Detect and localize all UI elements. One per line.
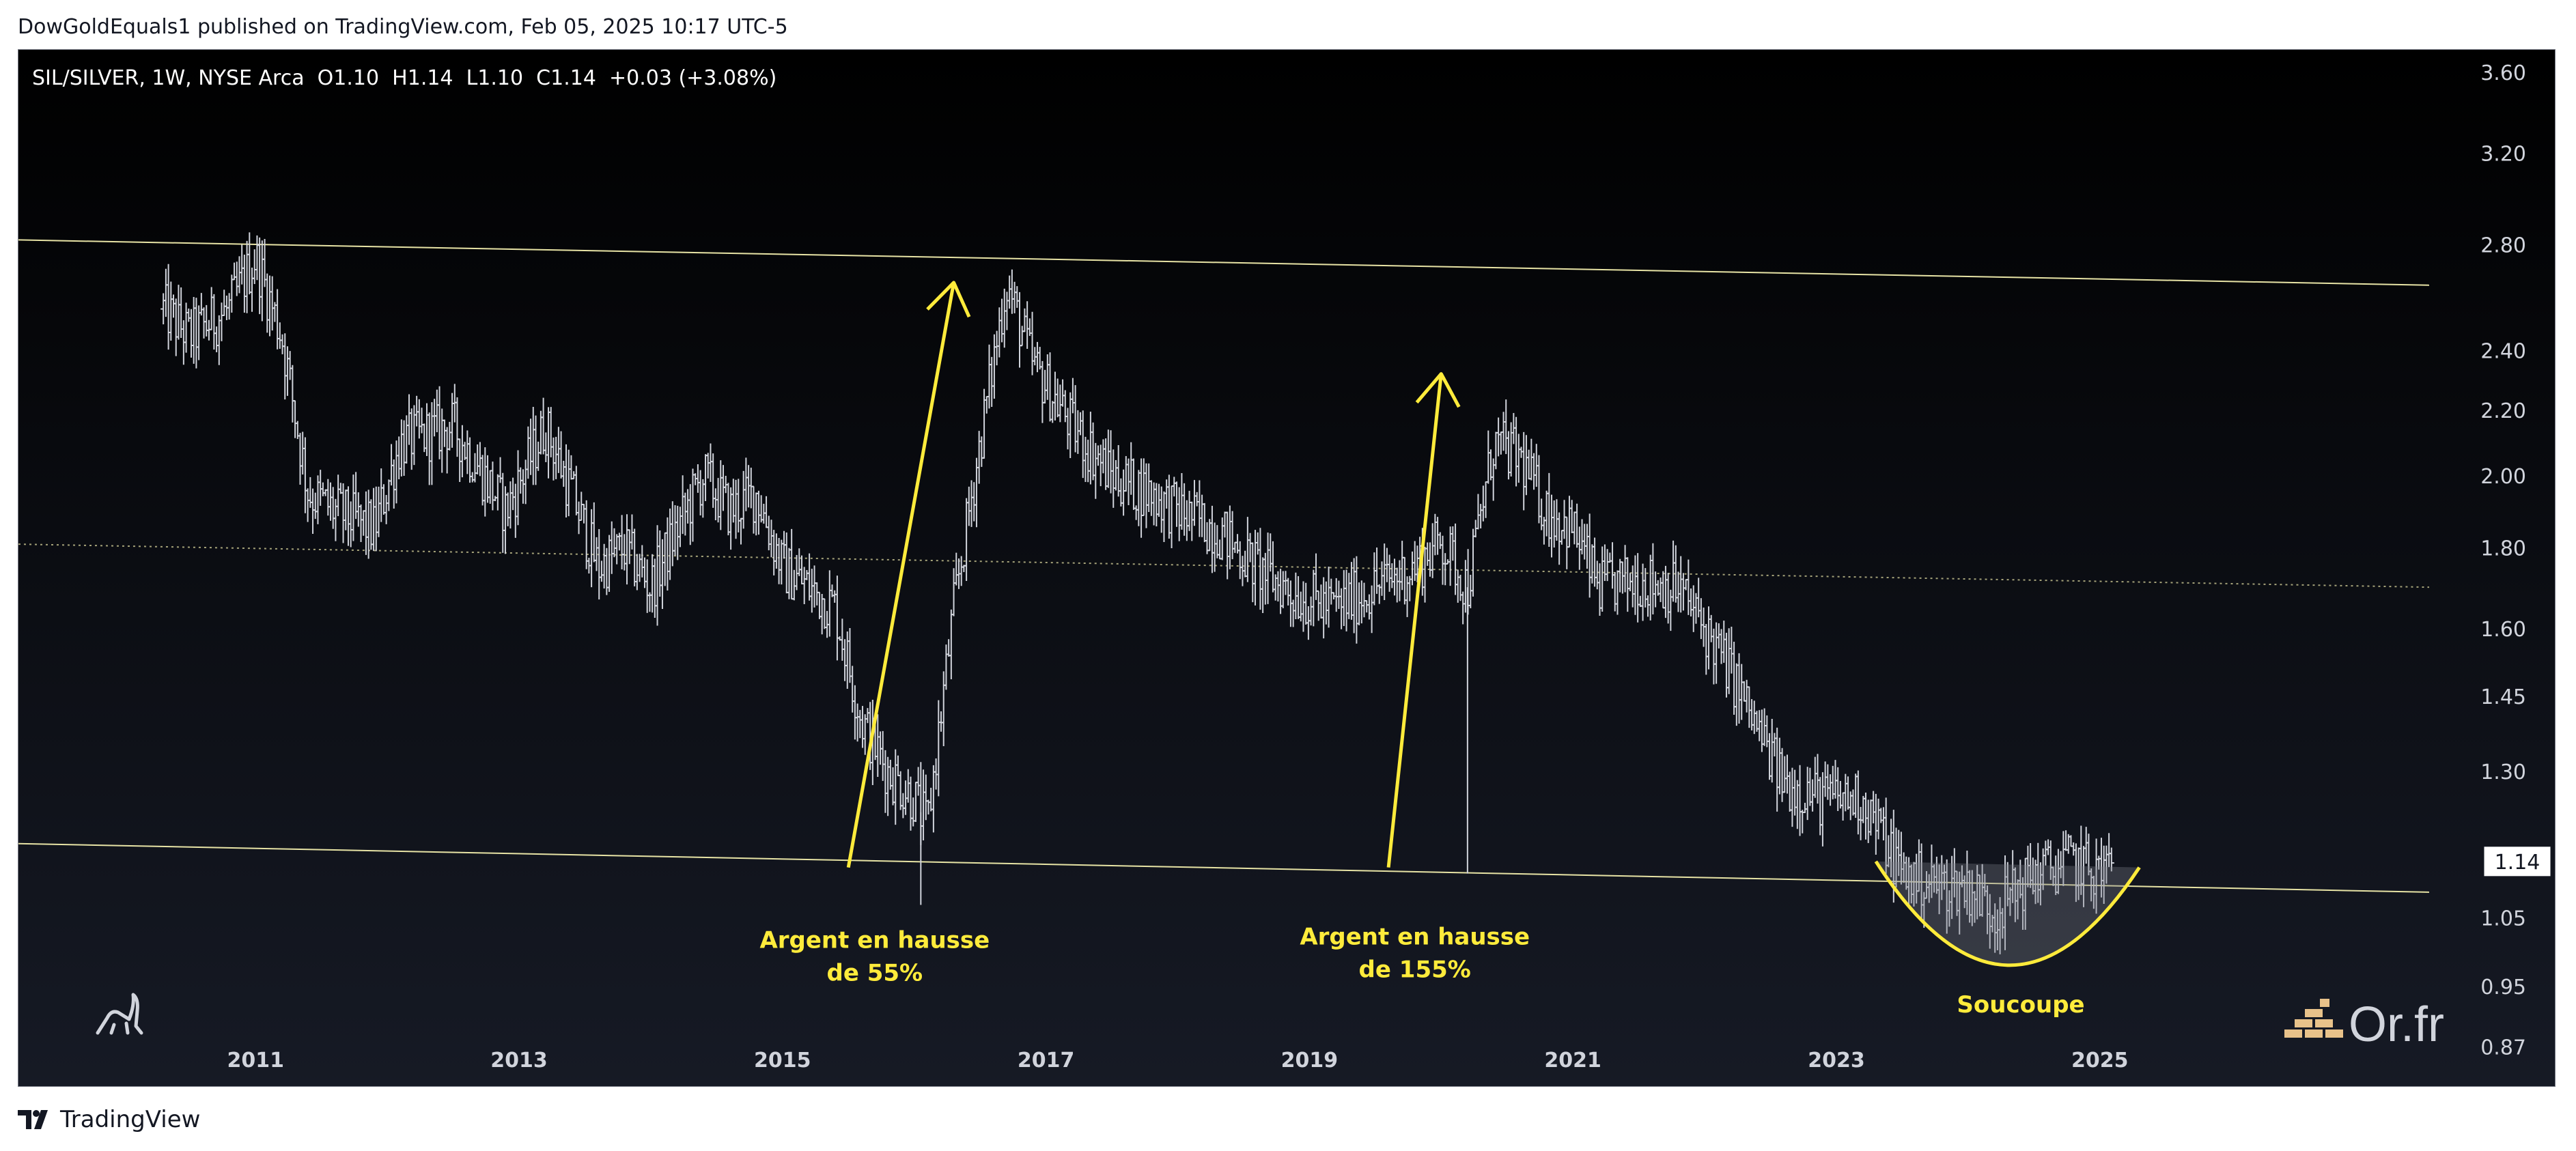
y-tick-label: 2.80	[2480, 234, 2526, 258]
tradingview-footer[interactable]: TradingView	[18, 1106, 200, 1133]
y-tick-label: 2.40	[2480, 340, 2526, 364]
x-tick-label: 2025	[2071, 1049, 2129, 1072]
y-tick-label: 1.45	[2480, 685, 2526, 709]
y-tick-label: 0.95	[2480, 976, 2526, 999]
price-bar	[2108, 847, 2114, 872]
saucer-annotation	[1874, 860, 2141, 967]
y-axis[interactable]: 0.87 0.95 1.05 1.30 1.45 1.60 1.80 2.00 2.20 2.40…	[2429, 50, 2556, 1087]
y-tick-label: 1.60	[2480, 618, 2526, 642]
saucer-fill	[1875, 861, 2140, 965]
price-chart[interactable]: Argent en hausse de 55% Argent en hausse de…	[18, 50, 2556, 1087]
last-price-badge: 1.14	[2483, 846, 2551, 877]
y-tick-label: 3.20	[2480, 142, 2526, 166]
tradingview-dino-icon	[96, 993, 143, 1035]
last-price-label: 1.14	[2495, 851, 2540, 875]
trendline-0	[18, 239, 2430, 286]
y-tick-label: 1.80	[2480, 537, 2526, 561]
symbol-ohlc-line[interactable]: SIL/SILVER, 1W, NYSE Arca O1.10 H1.14 L1…	[32, 66, 777, 90]
annotation-arrow-1	[1386, 372, 1461, 868]
x-tick-label: 2023	[1808, 1049, 1865, 1072]
x-tick-label: 2015	[754, 1049, 811, 1072]
y-tick-label: 2.20	[2480, 399, 2526, 423]
x-tick-label: 2017	[1018, 1049, 1075, 1072]
annotations: Argent en hausse de 55% Argent en hausse de…	[759, 281, 2141, 1019]
y-tick-label: 1.05	[2480, 907, 2526, 930]
y-tick-label: 2.00	[2480, 465, 2526, 489]
orfr-watermark: Or.fr	[2284, 997, 2444, 1052]
x-axis: 2011 2013 2015 2017 2019 2021 2023 2025	[227, 1049, 2128, 1072]
annotation-arrow-0	[846, 281, 971, 868]
chart-background	[18, 50, 2555, 1086]
annotation-text-0: Argent en hausse de 55%	[759, 927, 990, 987]
y-axis-area	[2429, 50, 2556, 1087]
x-tick-label: 2019	[1281, 1049, 1339, 1072]
saucer-curve	[1874, 860, 2141, 967]
x-tick-label: 2013	[490, 1049, 548, 1072]
x-tick-label: 2011	[227, 1049, 284, 1072]
chart-pane[interactable]: Argent en hausse de 55% Argent en hausse de…	[18, 49, 2556, 1087]
x-tick-label: 2021	[1544, 1049, 1601, 1072]
tradingview-brand: TradingView	[60, 1106, 201, 1133]
price-bars	[160, 232, 2114, 954]
publish-line: DowGoldEquals1 published on TradingView.…	[18, 15, 788, 39]
y-tick-label: 1.30	[2480, 761, 2526, 784]
y-tick-label: 0.87	[2480, 1036, 2526, 1060]
annotation-text-1: Argent en hausse de 155%	[1300, 924, 1530, 984]
y-tick-label: 3.60	[2480, 61, 2526, 85]
orfr-text: Or.fr	[2349, 997, 2444, 1052]
gold-bars-icon	[2284, 999, 2343, 1038]
tradingview-logo-icon	[18, 1110, 48, 1129]
annotation-text-2: Soucoupe	[1957, 991, 2084, 1019]
